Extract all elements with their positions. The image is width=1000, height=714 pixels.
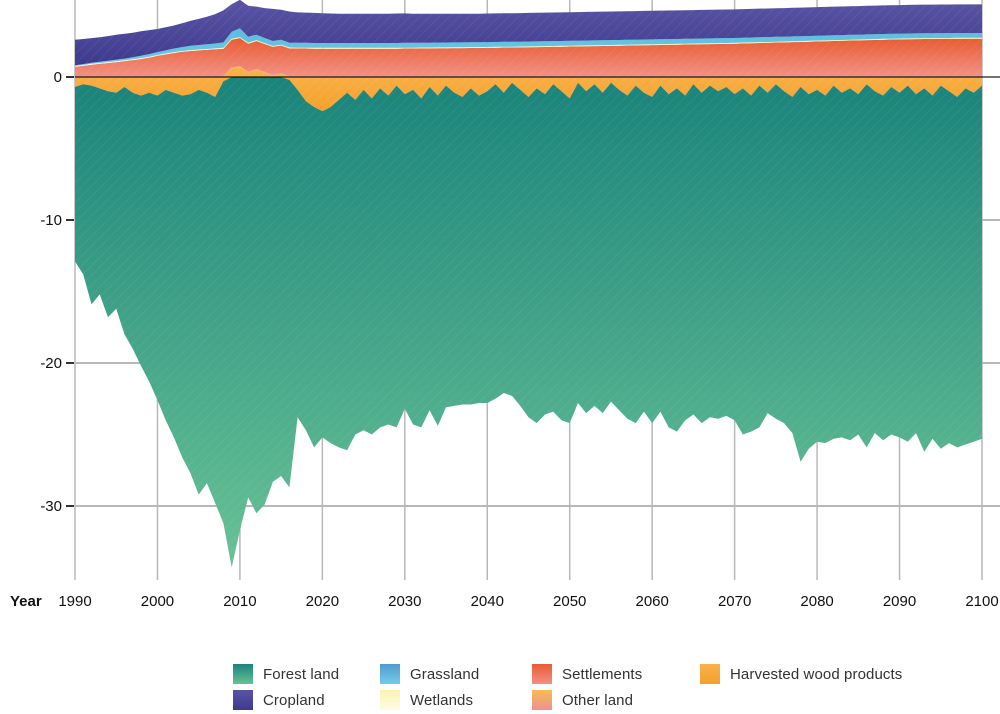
legend-label: Cropland xyxy=(263,691,325,709)
axis-labels: 0 -10 -20 -30 1990 2000 2010 2020 2030 2040 2050 20… xyxy=(10,69,999,610)
x-tick-label-2040: 2040 xyxy=(471,593,504,610)
area-texture-forest-land xyxy=(75,77,982,568)
x-tick-label-2070: 2070 xyxy=(718,593,751,610)
x-tick-label-2080: 2080 xyxy=(800,593,833,610)
legend-swatch xyxy=(700,664,720,684)
legend-label: Forest land xyxy=(263,665,340,683)
axis-lines xyxy=(66,76,1000,507)
y-tick-label-0: 0 xyxy=(54,69,62,86)
legend-label: Other land xyxy=(562,691,634,709)
x-tick-label-2020: 2020 xyxy=(306,593,339,610)
x-tick-label-2010: 2010 xyxy=(223,593,256,610)
area-texture-grassland xyxy=(75,28,982,66)
legend-swatch xyxy=(233,664,253,684)
legend-label: Harvested wood products xyxy=(730,665,903,683)
x-tick-label-2090: 2090 xyxy=(883,593,916,610)
legend-item-wetlands: Wetlands xyxy=(380,690,473,710)
area-texture-cropland xyxy=(75,0,982,66)
x-axis-title: Year xyxy=(10,593,42,610)
y-tick-label--30: -30 xyxy=(40,498,62,515)
plot-svg: 0 -10 -20 -30 1990 2000 2010 2020 2030 2040 2050 20… xyxy=(10,0,1000,610)
legend-label: Settlements xyxy=(562,665,643,683)
legend-swatch xyxy=(380,664,400,684)
x-tick-label-2030: 2030 xyxy=(388,593,421,610)
x-tick-label-2000: 2000 xyxy=(141,593,174,610)
legend-item-grassland: Grassland xyxy=(380,664,479,684)
legend-item-forest-land: Forest land xyxy=(233,664,339,684)
legend-swatch xyxy=(380,690,400,710)
x-tick-label-2050: 2050 xyxy=(553,593,586,610)
legend-item-harvested-wood-products: Harvested wood products xyxy=(700,664,902,684)
legend-swatch xyxy=(532,690,552,710)
legend-label: Wetlands xyxy=(410,691,474,709)
y-tick-label--10: -10 xyxy=(40,212,62,229)
x-tick-label-1990: 1990 xyxy=(58,593,91,610)
legend-item-cropland: Cropland xyxy=(233,690,325,710)
legend-label: Grassland xyxy=(410,665,480,683)
area-texture-harvested-wood-products xyxy=(75,67,982,112)
legend-item-other-land: Other land xyxy=(532,690,633,710)
legend: Forest land Cropland Grassland Wetlands Sett… xyxy=(0,656,1000,714)
x-tick-label-2060: 2060 xyxy=(635,593,668,610)
y-tick-label--20: -20 xyxy=(40,355,62,372)
legend-swatch xyxy=(233,690,253,710)
legend-item-settlements: Settlements xyxy=(532,664,642,684)
area-series xyxy=(75,0,982,568)
area-texture-settlements xyxy=(75,38,982,77)
x-tick-label-2100: 2100 xyxy=(965,593,998,610)
legend-swatch xyxy=(532,664,552,684)
